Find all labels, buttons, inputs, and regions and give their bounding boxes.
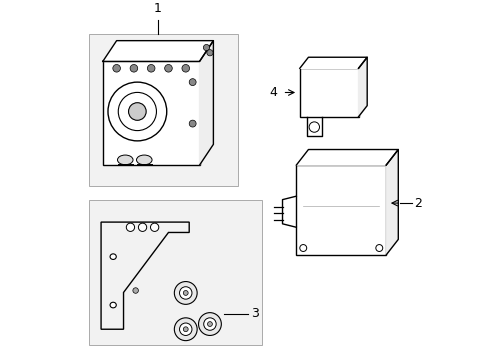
Circle shape xyxy=(138,223,146,231)
Circle shape xyxy=(174,318,197,341)
Circle shape xyxy=(179,323,192,336)
Text: 2: 2 xyxy=(413,197,421,210)
Text: 3: 3 xyxy=(251,307,259,320)
Circle shape xyxy=(126,223,134,231)
Polygon shape xyxy=(199,41,213,165)
Polygon shape xyxy=(102,41,213,62)
Circle shape xyxy=(147,64,155,72)
Polygon shape xyxy=(358,57,366,117)
Circle shape xyxy=(108,82,166,141)
Circle shape xyxy=(182,64,189,72)
Circle shape xyxy=(189,120,196,127)
Circle shape xyxy=(113,64,120,72)
Circle shape xyxy=(203,318,216,330)
Circle shape xyxy=(183,327,188,332)
Polygon shape xyxy=(296,149,398,165)
Circle shape xyxy=(130,64,138,72)
Bar xyxy=(89,34,237,186)
Text: 1: 1 xyxy=(154,2,162,15)
Ellipse shape xyxy=(117,155,133,165)
Ellipse shape xyxy=(110,254,116,260)
Circle shape xyxy=(179,287,192,299)
Circle shape xyxy=(198,312,221,336)
Circle shape xyxy=(128,103,146,120)
Ellipse shape xyxy=(110,302,116,308)
Polygon shape xyxy=(386,149,398,255)
Circle shape xyxy=(164,64,172,72)
Circle shape xyxy=(183,291,188,295)
Circle shape xyxy=(150,223,159,231)
Circle shape xyxy=(133,288,138,293)
Ellipse shape xyxy=(136,155,152,165)
Circle shape xyxy=(206,50,213,56)
Circle shape xyxy=(203,44,209,51)
Polygon shape xyxy=(299,57,366,68)
Circle shape xyxy=(174,282,197,304)
Circle shape xyxy=(308,122,319,132)
Bar xyxy=(299,68,358,117)
Text: 4: 4 xyxy=(269,86,277,99)
Circle shape xyxy=(189,79,196,86)
Bar xyxy=(296,165,386,255)
Circle shape xyxy=(118,93,156,131)
Circle shape xyxy=(299,244,306,252)
Bar xyxy=(89,200,261,345)
Circle shape xyxy=(207,321,212,327)
Bar xyxy=(102,62,199,165)
Circle shape xyxy=(375,244,382,252)
